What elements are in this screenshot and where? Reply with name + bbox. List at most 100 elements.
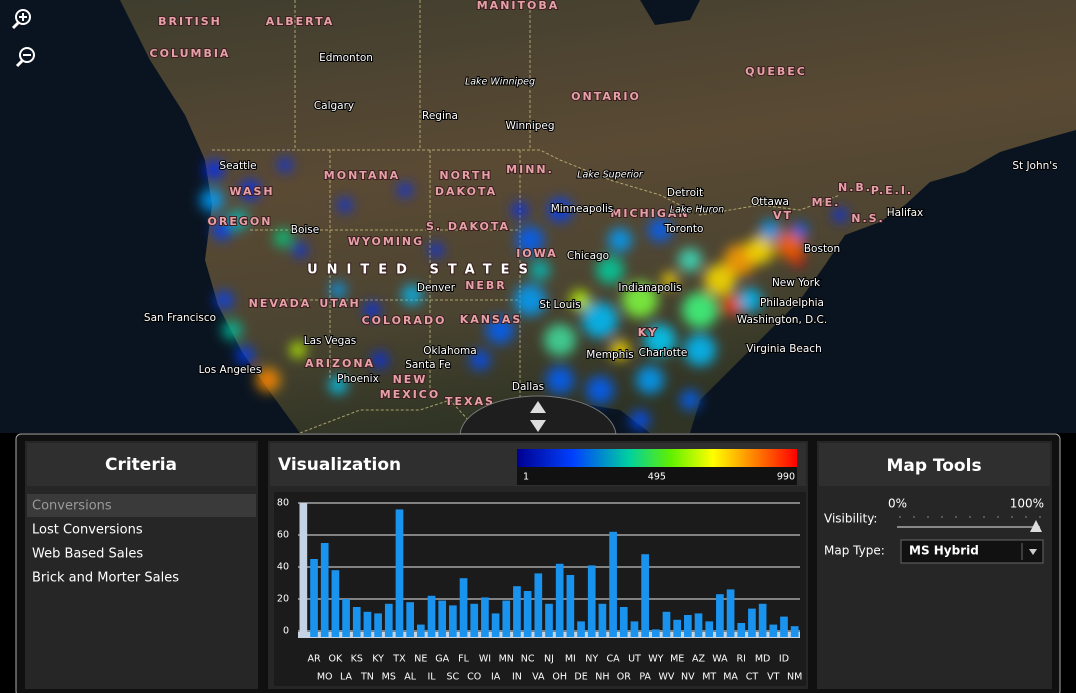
heat-blob xyxy=(516,226,544,254)
heat-blob xyxy=(530,260,550,280)
borders xyxy=(212,0,841,433)
heat-blob xyxy=(364,302,380,318)
x-tick-label: MI xyxy=(565,654,576,665)
bar xyxy=(587,565,596,637)
city-label: Los Angeles xyxy=(199,364,262,376)
x-tick-label: CO xyxy=(467,672,481,683)
heat-blob xyxy=(486,316,514,344)
heat-blob xyxy=(470,350,490,370)
scale-tick-label: 1 xyxy=(523,472,529,483)
map-type-label: Map Type: xyxy=(824,544,885,558)
visibility-slider[interactable] xyxy=(897,516,1042,532)
heat-blob xyxy=(746,236,774,264)
city-label: Chicago xyxy=(567,250,609,262)
bar xyxy=(748,608,756,637)
zoom-out-button[interactable] xyxy=(15,47,35,68)
x-tick-label: UT xyxy=(628,654,641,665)
city-label: Detroit xyxy=(667,187,703,199)
bar xyxy=(331,570,340,637)
heat-blob xyxy=(293,243,307,257)
city-label: Memphis xyxy=(586,349,633,361)
city-label: Dallas xyxy=(512,381,544,393)
criteria-item[interactable]: Lost Conversions xyxy=(32,523,143,538)
criteria-item[interactable]: Conversions xyxy=(32,499,112,514)
x-tick-label: OK xyxy=(329,654,343,665)
bar xyxy=(769,624,778,637)
heat-blob xyxy=(546,366,574,394)
bar xyxy=(438,600,447,637)
zoom-in-button[interactable] xyxy=(11,9,31,30)
y-tick-label: 0 xyxy=(283,626,289,637)
heat-blob xyxy=(570,290,590,310)
heat-blob xyxy=(329,376,347,394)
heat-blob xyxy=(278,158,292,172)
city-label: Denver xyxy=(417,282,456,294)
bar xyxy=(384,603,393,637)
x-tick-label: GA xyxy=(435,654,449,665)
x-tick-label: LA xyxy=(340,672,353,683)
bar xyxy=(481,597,489,637)
y-tick-label: 20 xyxy=(277,594,289,605)
criteria-item[interactable]: Brick and Morter Sales xyxy=(32,571,179,586)
x-tick-label: MN xyxy=(499,654,514,665)
heat-blob xyxy=(682,292,718,328)
region-label: N.S. xyxy=(851,212,885,225)
heat-blob xyxy=(596,256,624,284)
region-label: TEXAS xyxy=(445,395,495,408)
heat-blob xyxy=(338,198,352,212)
heat-blob xyxy=(240,180,260,200)
heat-blob xyxy=(514,284,546,316)
heat-blob xyxy=(662,272,678,288)
heat-blob xyxy=(792,254,804,266)
city-label: San Francisco xyxy=(144,312,216,324)
criteria-item[interactable]: Web Based Sales xyxy=(32,547,143,562)
lake-label: Lake Winnipeg xyxy=(465,77,535,88)
city-label: Regina xyxy=(422,110,458,122)
city-label: Virginia Beach xyxy=(746,343,821,355)
x-tick-label: OR xyxy=(617,672,631,683)
region-label: COLORADO xyxy=(362,314,447,327)
heat-blob xyxy=(630,410,650,430)
map-tools-title: Map Tools xyxy=(886,456,981,476)
x-tick-label: KY xyxy=(372,654,384,665)
bar xyxy=(555,563,564,637)
visibility-min: 0% xyxy=(888,497,907,511)
heat-blob xyxy=(330,282,346,298)
bar xyxy=(619,607,628,637)
bar xyxy=(684,615,692,637)
heat-blob xyxy=(678,248,702,272)
selected-item-bg xyxy=(27,494,256,517)
x-tick-label: ME xyxy=(670,654,684,665)
color-scale xyxy=(517,449,797,467)
heat-blob xyxy=(776,231,804,259)
lake-label: Lake Superior xyxy=(577,170,644,181)
x-tick-label: OH xyxy=(552,672,567,683)
heat-blob xyxy=(544,324,576,356)
x-tick-label: TN xyxy=(360,672,374,683)
city-label: Charlotte xyxy=(639,347,688,359)
region-label: DAKOTA xyxy=(435,185,497,198)
bar xyxy=(609,531,617,637)
x-tick-label: IN xyxy=(512,672,522,683)
bar xyxy=(427,595,436,637)
heat-blob xyxy=(200,188,224,212)
panel-toggle[interactable] xyxy=(459,395,617,437)
bar xyxy=(374,613,382,637)
bar xyxy=(545,603,553,637)
map-type-dropdown[interactable] xyxy=(900,539,1044,564)
x-tick-label: KS xyxy=(351,654,363,665)
map-tools-header xyxy=(819,443,1050,486)
map-type-value: MS Hybrid xyxy=(909,544,979,558)
bar xyxy=(406,602,414,637)
bar xyxy=(459,578,468,637)
x-tick-label: CA xyxy=(607,654,621,665)
bar xyxy=(352,607,361,637)
bar xyxy=(299,503,308,637)
city-label: Washington, D.C. xyxy=(737,314,827,326)
x-tick-label: MD xyxy=(755,654,771,665)
city-label: Santa Fe xyxy=(405,359,451,371)
map[interactable]: BRITISH COLUMBIA ALBERTA MANITOBA ONTARIO QUE… xyxy=(0,0,1076,433)
visibility-label: Visibility: xyxy=(824,512,877,526)
heat-blob xyxy=(684,334,716,366)
